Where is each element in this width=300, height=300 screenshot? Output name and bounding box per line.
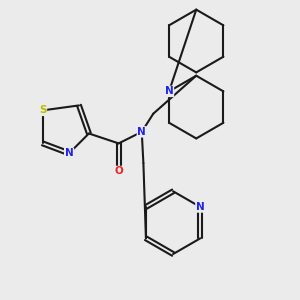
Text: O: O xyxy=(114,167,123,176)
Text: S: S xyxy=(39,105,46,116)
Text: N: N xyxy=(137,127,146,137)
Text: N: N xyxy=(165,86,173,96)
Text: N: N xyxy=(196,202,205,212)
Text: N: N xyxy=(65,148,74,158)
